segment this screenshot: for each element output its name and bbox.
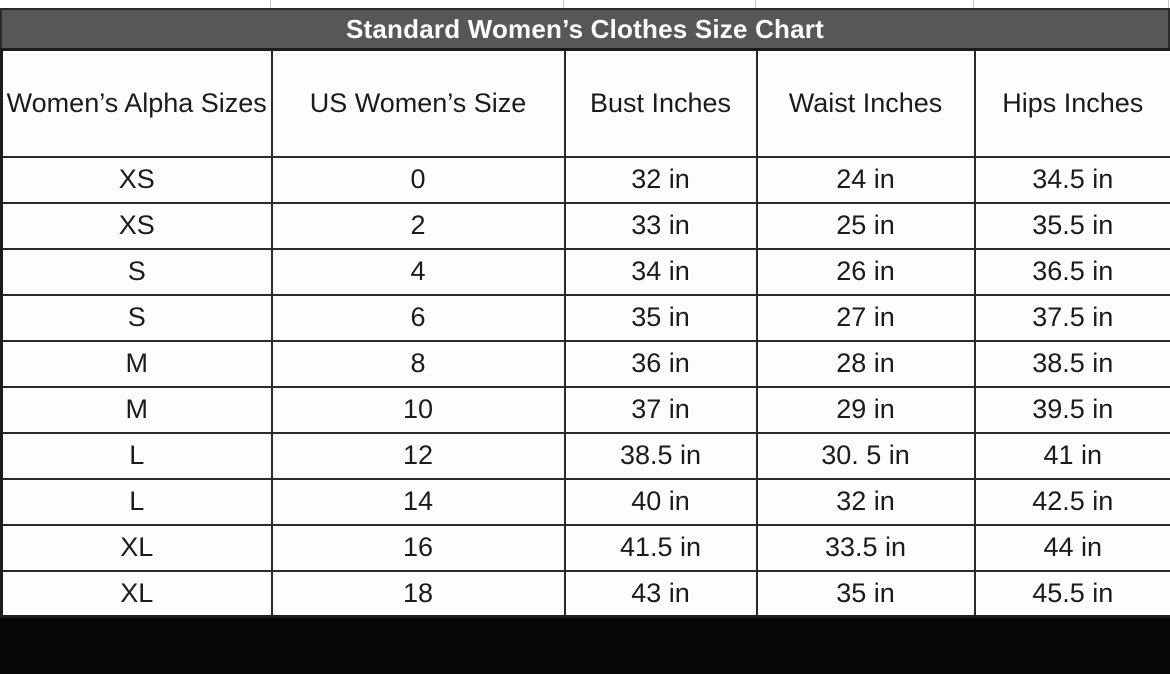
column-header: US Women’s Size: [270, 48, 566, 158]
column-header: Waist Inches: [755, 48, 976, 158]
header-row: Women’s Alpha Sizes US Women’s Size Bust I…: [0, 48, 1170, 158]
gridline-stub: [270, 0, 271, 8]
table-cell: 36.5 in: [973, 247, 1170, 296]
table-cell: 37.5 in: [973, 293, 1170, 342]
table-cell: 33.5 in: [755, 523, 976, 572]
table-cell: XL: [0, 523, 273, 572]
table-cell: L: [0, 477, 273, 526]
table-cell: 36 in: [563, 339, 758, 388]
table-cell: 26 in: [755, 247, 976, 296]
table-cell: 44 in: [973, 523, 1170, 572]
table-row: XS 0 32 in 24 in 34.5 in: [0, 155, 1170, 204]
table-cell: 18: [270, 569, 566, 618]
bottom-black-strip: [0, 618, 1170, 674]
column-header: Hips Inches: [973, 48, 1170, 158]
table-cell: M: [0, 339, 273, 388]
table-cell: 45.5 in: [973, 569, 1170, 618]
table-cell: 38.5 in: [563, 431, 758, 480]
table-cell: 29 in: [755, 385, 976, 434]
table-cell: L: [0, 431, 273, 480]
table-cell: 6: [270, 293, 566, 342]
table-cell: 34 in: [563, 247, 758, 296]
table-body: XS 0 32 in 24 in 34.5 in XS 2 33 in 25 in 35.5 in…: [0, 155, 1170, 618]
table-cell: 27 in: [755, 293, 976, 342]
gridline-stub: [973, 0, 974, 8]
table-cell: 10: [270, 385, 566, 434]
table-row: M 10 37 in 29 in 39.5 in: [0, 385, 1170, 434]
table-row: XS 2 33 in 25 in 35.5 in: [0, 201, 1170, 250]
table-row: M 8 36 in 28 in 38.5 in: [0, 339, 1170, 388]
table-cell: 12: [270, 431, 566, 480]
table-row: S 4 34 in 26 in 36.5 in: [0, 247, 1170, 296]
table-cell: 40 in: [563, 477, 758, 526]
chart-title: Standard Women’s Clothes Size Chart: [346, 13, 824, 44]
gridline-stub: [755, 0, 756, 8]
table-cell: 39.5 in: [973, 385, 1170, 434]
table-cell: 2: [270, 201, 566, 250]
table-cell: 0: [270, 155, 566, 204]
table-cell: 28 in: [755, 339, 976, 388]
table-row: S 6 35 in 27 in 37.5 in: [0, 293, 1170, 342]
table-cell: S: [0, 247, 273, 296]
table-cell: 24 in: [755, 155, 976, 204]
table-cell: 35 in: [755, 569, 976, 618]
table-row: XL 16 41.5 in 33.5 in 44 in: [0, 523, 1170, 572]
table-cell: 8: [270, 339, 566, 388]
size-chart-table: Women’s Alpha Sizes US Women’s Size Bust I…: [0, 48, 1170, 618]
table-cell: 14: [270, 477, 566, 526]
table-cell: 38.5 in: [973, 339, 1170, 388]
table-cell: 34.5 in: [973, 155, 1170, 204]
table-cell: 35 in: [563, 293, 758, 342]
table-cell: 41 in: [973, 431, 1170, 480]
table-row: L 12 38.5 in 30. 5 in 41 in: [0, 431, 1170, 480]
table-cell: 42.5 in: [973, 477, 1170, 526]
table-cell: 32 in: [755, 477, 976, 526]
table-cell: 37 in: [563, 385, 758, 434]
table-cell: 32 in: [563, 155, 758, 204]
table-cell: 4: [270, 247, 566, 296]
table-cell: S: [0, 293, 273, 342]
table-row: L 14 40 in 32 in 42.5 in: [0, 477, 1170, 526]
table-cell: 30. 5 in: [755, 431, 976, 480]
table-cell: M: [0, 385, 273, 434]
table-cell: 16: [270, 523, 566, 572]
gridline-stub: [1168, 0, 1169, 8]
chart-title-bar: Standard Women’s Clothes Size Chart: [0, 8, 1170, 48]
table-cell: 35.5 in: [973, 201, 1170, 250]
table-cell: 33 in: [563, 201, 758, 250]
table-cell: XS: [0, 201, 273, 250]
column-header: Bust Inches: [563, 48, 758, 158]
table-row: XL 18 43 in 35 in 45.5 in: [0, 569, 1170, 618]
table-cell: 25 in: [755, 201, 976, 250]
table-cell: 41.5 in: [563, 523, 758, 572]
gridline-stub: [563, 0, 564, 8]
table-cell: XS: [0, 155, 273, 204]
top-gridline-strip: [0, 0, 1170, 8]
table-cell: 43 in: [563, 569, 758, 618]
column-header: Women’s Alpha Sizes: [0, 48, 273, 158]
table-cell: XL: [0, 569, 273, 618]
